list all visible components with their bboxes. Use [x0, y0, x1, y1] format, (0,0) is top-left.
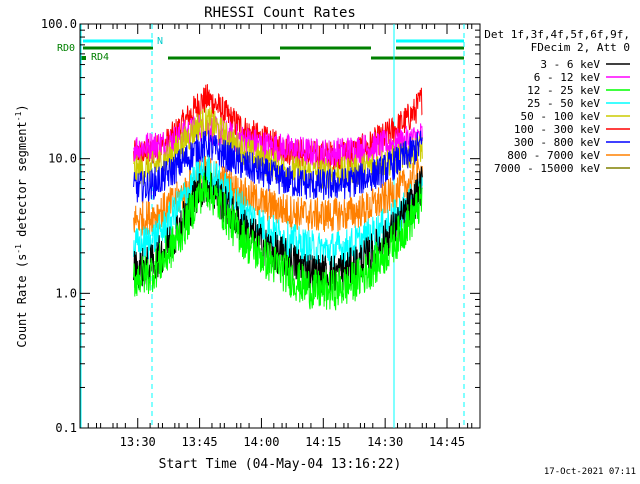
- series-line-6: [133, 130, 423, 204]
- series-group: [133, 84, 423, 311]
- rd0-label: RD0: [57, 43, 75, 54]
- chart-title: RHESSI Count Rates: [204, 5, 356, 21]
- legend-entry-label: 300 - 800 keV: [514, 136, 600, 149]
- y-tick-label: 10.0: [48, 152, 77, 166]
- legend-entry-label: 6 - 12 keV: [534, 71, 601, 84]
- legend-entry-label: 100 - 300 keV: [514, 123, 600, 136]
- series-line-2: [133, 171, 423, 311]
- x-tick-label: 14:15: [305, 435, 341, 449]
- legend-entry-label: 50 - 100 keV: [521, 110, 601, 123]
- y-axis-label: Count Rate (s-1 detector segment-1): [14, 104, 29, 347]
- legend-header: Det 1f,3f,4f,5f,6f,9f,: [484, 28, 630, 41]
- legend-header: FDecim 2, Att 0: [531, 41, 630, 54]
- plot-frame: [79, 23, 481, 429]
- y-tick-label: 0.1: [55, 421, 77, 435]
- footer-timestamp: 17-Oct-2021 07:11: [544, 467, 636, 477]
- x-tick-label: 14:00: [243, 435, 279, 449]
- x-tick-label: 14:45: [429, 435, 465, 449]
- y-axis-ticks: 0.1 1.0 10.0 100.0: [41, 17, 480, 435]
- x-axis-label: Start Time (04-May-04 13:16:22): [159, 457, 402, 472]
- rd4-marker: [81, 56, 86, 60]
- legend-entry-label: 12 - 25 keV: [527, 84, 600, 97]
- instrument-state-bars: [80, 24, 465, 428]
- legend-entry-label: 25 - 50 keV: [527, 97, 600, 110]
- x-tick-label: 13:30: [120, 435, 156, 449]
- legend-entry-label: 800 - 7000 keV: [507, 149, 600, 162]
- legend-entry-label: 7000 - 15000 keV: [494, 162, 600, 175]
- night-label: N: [157, 36, 163, 47]
- series-line-3: [133, 154, 423, 269]
- x-axis-ticks: 13:30 13:45 14:00 14:15 14:30 14:45: [87, 24, 473, 449]
- rd4-label: RD4: [91, 52, 109, 63]
- legend-entry-label: 3 - 6 keV: [540, 58, 600, 71]
- y-tick-label: 1.0: [55, 286, 77, 300]
- x-tick-label: 13:45: [182, 435, 218, 449]
- y-tick-label: 100.0: [41, 17, 77, 31]
- legend: Det 1f,3f,4f,5f,6f,9f,FDecim 2, Att 0 3 -…: [484, 28, 630, 175]
- series-line-7: [133, 155, 423, 236]
- x-tick-label: 14:30: [367, 435, 403, 449]
